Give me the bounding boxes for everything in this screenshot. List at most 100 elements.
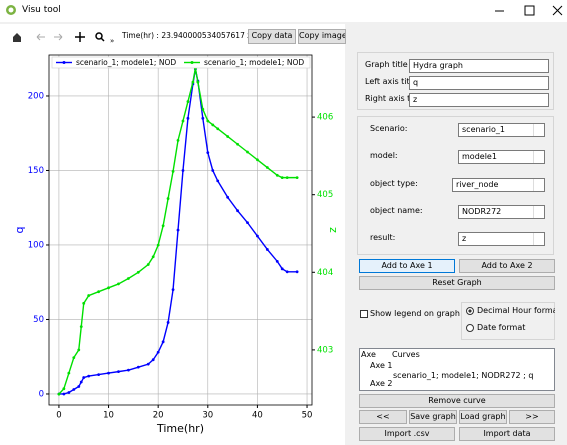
nav-button[interactable]: << [359,410,407,424]
copy-image-button[interactable]: Copy image [298,29,346,44]
point [236,142,239,146]
field-label: Left axis title [365,77,409,86]
point [156,243,160,247]
chart: 0 10 20 30 40 50 0 50 100 150 200 403 404 405 406 Time(… [13,54,339,435]
x-tick-label: 10 [103,411,114,421]
point [77,348,81,352]
window-title: Visu tool [22,5,61,15]
combo-arrow[interactable] [533,124,544,136]
point [226,195,230,199]
y-tick-label: 0 [39,389,44,399]
field-label: result: [370,233,396,243]
point [226,135,230,138]
y-tick-label: 100 [28,240,44,250]
point [156,350,160,354]
reset-button[interactable]: Reset Graph [359,276,555,290]
radio-label: Date format [477,323,526,332]
x-tick-label: 20 [153,411,164,421]
combo-box[interactable]: modele1 [458,150,545,165]
point [79,325,83,329]
nav-button[interactable]: Load graph [459,410,507,424]
point [275,173,279,177]
point [176,138,180,142]
y-tick-label: 200 [28,91,44,101]
x-tick-label: 50 [302,411,313,421]
tree-item[interactable]: Axe 2 [370,379,393,388]
format-group [461,302,555,340]
nav-button[interactable]: >> [509,410,555,424]
text-input[interactable]: z [409,93,549,107]
point [216,179,220,183]
point [77,385,81,388]
legend-label: scenario_1; modele1; NODR272 ; z [204,58,335,67]
text-input[interactable]: Hydra graph [409,59,549,73]
point [295,270,299,274]
combo-box[interactable]: z [458,232,545,247]
combo-arrow[interactable] [533,205,544,218]
tree-item[interactable]: Axe 1 [370,361,393,370]
combo-arrow[interactable] [533,178,544,191]
point [166,321,170,324]
point [87,374,91,378]
checkbox[interactable] [360,310,368,318]
svg-text:»: » [110,37,114,44]
combo-box[interactable]: scenario_1 [458,123,545,137]
point [87,294,91,297]
point [275,259,279,263]
point [146,263,150,266]
point [72,388,76,391]
combo-box[interactable]: NODR272 [458,204,545,219]
point [117,370,120,374]
point [191,80,195,84]
point [72,356,76,360]
radio-off[interactable] [466,324,474,332]
field-label: Scenario: [370,124,408,133]
import-data-button[interactable]: Import data [459,427,555,441]
point [126,368,130,372]
point [166,197,170,200]
point [295,176,299,180]
nav-button[interactable]: Save graph [409,410,457,424]
point [206,119,210,123]
add-axe2-button[interactable]: Add to Axe 2 [459,259,555,273]
import-csv-button[interactable]: Import .csv [359,427,455,441]
point [196,80,200,84]
radio-on[interactable] [466,307,474,315]
point [181,169,185,172]
tree-header: Curves [392,350,420,359]
window-controls[interactable] [480,0,567,22]
point [67,371,71,375]
series-line [58,69,298,395]
point [176,228,180,232]
tree-item[interactable]: scenario_1; modele1; NODR272 ; q [393,371,534,380]
field-label: object name: [370,205,423,215]
copy-data-button[interactable]: Copy data [248,29,296,44]
y2-axis-label: z [326,227,339,233]
point [246,150,249,154]
combo-arrow[interactable] [533,151,544,164]
y2-tick-label: 403 [317,345,333,355]
point [211,169,215,172]
y2-tick-label: 404 [317,268,333,278]
legend-marker [190,61,194,64]
point [161,224,165,228]
cursor-readout: Time(hr) : 23.940000534057617 z : 405.0 [122,31,280,40]
point [265,248,269,251]
point [280,267,284,271]
remove-button[interactable]: Remove curve [359,394,555,408]
point [186,100,190,103]
add-axe1-button[interactable]: Add to Axe 1 [359,259,455,273]
text-input[interactable]: q [409,76,549,90]
point [285,270,289,274]
point [256,158,259,162]
combo-box[interactable]: river_node [452,177,545,192]
point [285,176,289,180]
y2-tick-label: 405 [317,190,333,200]
combo-arrow[interactable] [533,233,544,246]
curve-tree[interactable] [359,348,555,391]
x-tick-label: 30 [202,411,213,421]
toolbar-icons[interactable]: » [10,30,115,44]
y-tick-label: 150 [28,166,44,176]
point [151,255,155,259]
point [181,119,185,123]
